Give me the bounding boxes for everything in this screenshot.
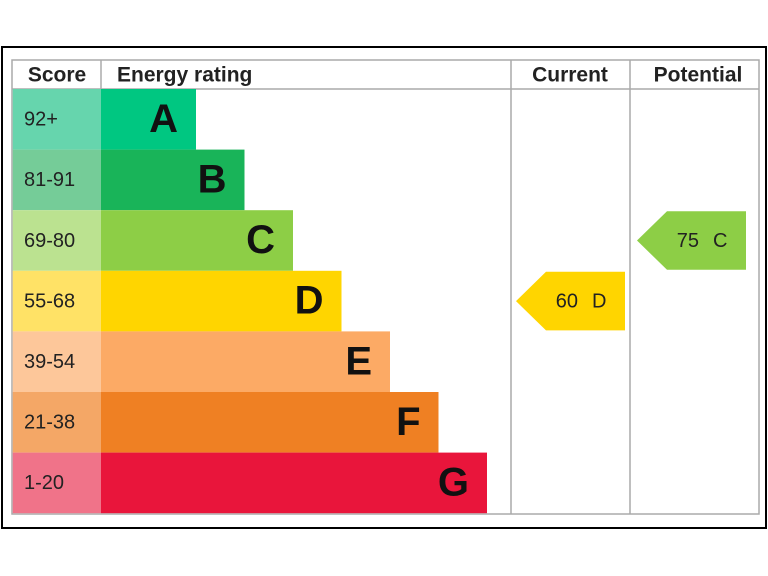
rating-bar xyxy=(101,331,390,392)
band-letter: A xyxy=(149,97,178,141)
potential-value: 75 xyxy=(677,230,699,252)
rating-bar xyxy=(101,452,487,514)
current-letter: D xyxy=(592,290,606,312)
score-label: 39-54 xyxy=(24,351,75,373)
rating-bar xyxy=(101,210,293,271)
header-potential: Potential xyxy=(654,64,743,87)
current-arrow xyxy=(516,271,625,331)
band-letter: F xyxy=(396,400,420,444)
rating-bar xyxy=(101,270,342,332)
score-cell xyxy=(12,452,101,514)
rating-bar xyxy=(101,89,196,150)
score-cell xyxy=(12,149,101,211)
score-label: 55-68 xyxy=(24,290,75,312)
header-rating: Energy rating xyxy=(117,64,252,87)
header-current: Current xyxy=(532,64,608,87)
score-label: 92+ xyxy=(24,109,58,131)
score-label: 21-38 xyxy=(24,412,75,434)
potential-letter: C xyxy=(713,230,727,252)
potential-arrow xyxy=(637,211,746,270)
score-label: 81-91 xyxy=(24,169,75,191)
score-cell xyxy=(12,331,101,392)
table-frame xyxy=(11,59,760,515)
score-cell xyxy=(12,270,101,332)
score-cell xyxy=(12,89,101,150)
score-cell xyxy=(12,210,101,271)
rating-bar xyxy=(101,149,245,211)
rating-bar xyxy=(101,392,439,453)
band-letter: D xyxy=(295,279,324,323)
header-score: Score xyxy=(28,64,86,87)
band-letter: E xyxy=(345,339,372,383)
score-cell xyxy=(12,392,101,453)
band-letter: C xyxy=(246,218,275,262)
score-label: 69-80 xyxy=(24,230,75,252)
score-label: 1-20 xyxy=(24,472,64,494)
band-letter: B xyxy=(198,157,227,201)
band-letter: G xyxy=(438,460,469,504)
current-value: 60 xyxy=(556,290,578,312)
